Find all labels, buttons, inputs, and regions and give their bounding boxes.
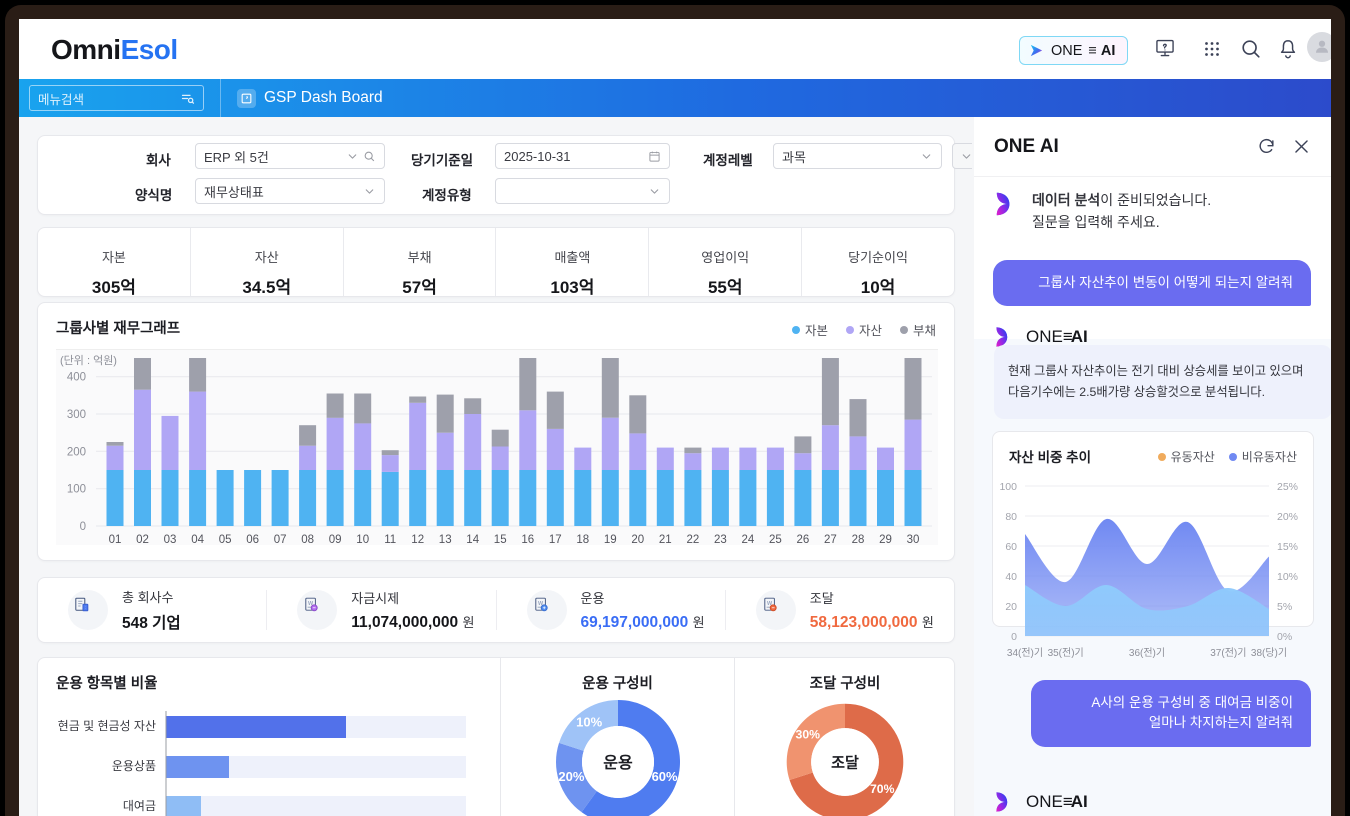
svg-text:11: 11 (384, 534, 396, 546)
svg-text:0: 0 (80, 521, 86, 533)
svg-text:28: 28 (852, 534, 865, 546)
svg-text:100: 100 (999, 481, 1017, 493)
svg-text:100: 100 (67, 484, 86, 496)
svg-text:13: 13 (439, 534, 452, 546)
svg-text:03: 03 (164, 534, 177, 546)
svg-text:22: 22 (687, 534, 700, 546)
svg-text:300: 300 (67, 409, 86, 421)
svg-text:200: 200 (67, 446, 86, 458)
svg-text:01: 01 (109, 534, 122, 546)
svg-text:40: 40 (1005, 571, 1017, 583)
svg-text:10: 10 (356, 534, 369, 546)
svg-text:운용상품: 운용상품 (112, 759, 156, 773)
svg-text:14: 14 (466, 534, 479, 546)
svg-text:15%: 15% (1277, 541, 1298, 553)
svg-text:60: 60 (1005, 541, 1017, 553)
svg-text:35(전)기: 35(전)기 (1048, 647, 1084, 659)
svg-text:20%: 20% (558, 769, 584, 784)
svg-text:10%: 10% (576, 714, 602, 729)
svg-text:29: 29 (879, 534, 892, 546)
svg-text:80: 80 (1005, 511, 1017, 523)
svg-text:20: 20 (631, 534, 644, 546)
svg-text:70%: 70% (870, 782, 895, 796)
svg-text:조달: 조달 (831, 754, 859, 772)
svg-text:12: 12 (411, 534, 424, 546)
svg-text:18: 18 (576, 534, 589, 546)
svg-text:05: 05 (219, 534, 232, 546)
svg-text:07: 07 (274, 534, 287, 546)
svg-text:30: 30 (907, 534, 920, 546)
svg-text:5%: 5% (1277, 601, 1292, 613)
svg-text:400: 400 (67, 372, 86, 384)
svg-text:17: 17 (549, 534, 562, 546)
svg-text:대여금: 대여금 (123, 799, 156, 813)
svg-text:25: 25 (769, 534, 782, 546)
svg-text:36(전)기: 36(전)기 (1129, 647, 1165, 659)
svg-text:08: 08 (301, 534, 314, 546)
svg-text:26: 26 (797, 534, 810, 546)
svg-text:04: 04 (191, 534, 204, 546)
svg-text:20: 20 (1005, 601, 1017, 613)
svg-text:운용: 운용 (603, 754, 633, 772)
svg-text:60%: 60% (652, 769, 678, 784)
svg-text:09: 09 (329, 534, 342, 546)
svg-text:16: 16 (521, 534, 534, 546)
svg-text:38(당)기: 38(당)기 (1251, 647, 1287, 659)
svg-text:27: 27 (824, 534, 837, 546)
svg-text:06: 06 (246, 534, 259, 546)
svg-text:25%: 25% (1277, 481, 1298, 493)
svg-text:37(전)기: 37(전)기 (1210, 647, 1246, 659)
svg-text:0%: 0% (1277, 631, 1292, 643)
svg-text:24: 24 (742, 534, 755, 546)
svg-text:20%: 20% (1277, 511, 1298, 523)
svg-text:19: 19 (604, 534, 617, 546)
svg-text:현금 및 현금성 자산: 현금 및 현금성 자산 (58, 719, 156, 733)
svg-text:02: 02 (136, 534, 149, 546)
svg-text:0: 0 (1011, 631, 1017, 643)
svg-text:23: 23 (714, 534, 727, 546)
svg-text:15: 15 (494, 534, 507, 546)
svg-text:21: 21 (659, 534, 672, 546)
svg-text:30%: 30% (796, 728, 821, 742)
svg-text:34(전)기: 34(전)기 (1007, 647, 1043, 659)
svg-text:10%: 10% (1277, 571, 1298, 583)
